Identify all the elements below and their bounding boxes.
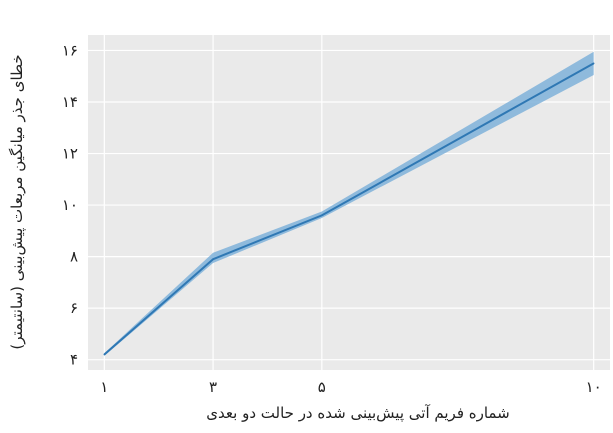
y-tick-label-2: ۸ xyxy=(70,248,78,266)
data-points xyxy=(103,62,595,356)
x-tick-labels: ۱ ۳ ۵ ۱۰ xyxy=(100,378,601,396)
y-tick-label-4: ۱۲ xyxy=(62,145,78,163)
y-tick-label-0: ۴ xyxy=(70,351,78,369)
data-point-1 xyxy=(212,258,214,260)
data-point-2 xyxy=(321,214,323,217)
x-tick-label-3: ۱۰ xyxy=(586,378,602,396)
y-tick-label-5: ۱۴ xyxy=(62,93,78,111)
data-point-0 xyxy=(103,353,106,356)
x-tick-label-1: ۳ xyxy=(209,378,217,396)
data-point-3 xyxy=(592,62,595,65)
y-tick-labels: ۴ ۶ ۸ ۱۰ ۱۲ ۱۴ ۱۶ xyxy=(62,41,78,368)
y-tick-label-3: ۱۰ xyxy=(62,196,78,214)
series-line xyxy=(103,62,595,356)
x-tick-label-0: ۱ xyxy=(100,378,108,396)
x-tick-label-2: ۵ xyxy=(318,378,326,396)
confidence-band xyxy=(104,51,594,356)
y-tick-label-6: ۱۶ xyxy=(62,41,78,59)
x-axis-label: شماره فریم آتی پیش‌بینی شده در حالت دو ب… xyxy=(206,404,509,423)
y-axis-label: خطای جذر میانگین مربعات پیش‌بینی (سانتیم… xyxy=(8,54,27,349)
y-tick-label-1: ۶ xyxy=(70,299,78,317)
